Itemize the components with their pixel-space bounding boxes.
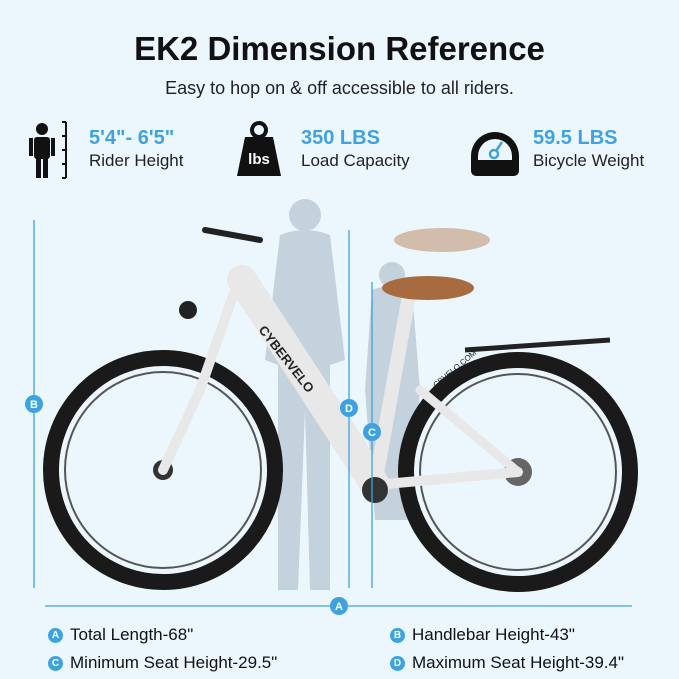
stat-load-capacity: 350 LBS Load Capacity: [301, 127, 410, 171]
svg-text:B: B: [30, 399, 38, 411]
stat-value: 59.5 LBS: [533, 127, 618, 149]
dimension-d: D Maximum Seat Height-39.4": [390, 653, 624, 673]
svg-text:D: D: [345, 403, 353, 415]
page-subtitle: Easy to hop on & off accessible to all r…: [165, 78, 514, 98]
dimension-c: C Minimum Seat Height-29.5": [48, 653, 277, 673]
bike-illustration: CYBERVELO CBVELO.COM B D C A: [25, 199, 638, 615]
stat-value: 5'4"- 6'5": [89, 127, 175, 149]
svg-text:C: C: [368, 427, 376, 439]
stat-label: Bicycle Weight: [533, 151, 645, 170]
stat-value: 350 LBS: [301, 127, 380, 149]
stat-bicycle-weight: 59.5 LBS Bicycle Weight: [533, 127, 644, 171]
weight-lbs-icon: lbs: [237, 121, 281, 176]
badge-c-icon: C: [48, 655, 63, 671]
scale-gauge-icon: [471, 132, 519, 176]
svg-text:A: A: [335, 601, 343, 613]
dimension-a: A Total Length-68": [48, 625, 193, 645]
badge-a-icon: A: [48, 627, 63, 643]
bike-frame: [158, 265, 523, 500]
dimension-label: Minimum Seat Height-29.5": [70, 653, 278, 672]
rear-wheel: [398, 352, 638, 592]
stat-label: Rider Height: [89, 151, 184, 170]
person-height-icon: [29, 121, 67, 179]
page-title: EK2 Dimension Reference: [134, 30, 545, 67]
stat-label: Load Capacity: [301, 151, 410, 170]
dimension-b: B Handlebar Height-43": [390, 625, 575, 645]
dimension-label: Maximum Seat Height-39.4": [412, 653, 625, 672]
stat-rider-height: 5'4"- 6'5" Rider Height: [89, 127, 184, 171]
dimension-label: Handlebar Height-43": [412, 625, 575, 644]
badge-b-icon: B: [390, 627, 405, 643]
front-wheel: [43, 350, 283, 590]
badge-d-icon: D: [390, 655, 405, 671]
dimension-label: Total Length-68": [70, 625, 194, 644]
svg-text:lbs: lbs: [248, 151, 270, 168]
